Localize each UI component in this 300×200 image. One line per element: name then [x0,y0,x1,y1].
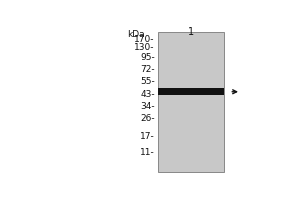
Text: 34-: 34- [140,102,155,111]
Text: 170-: 170- [134,35,155,44]
Text: 95-: 95- [140,53,155,62]
Text: 26-: 26- [140,114,155,123]
Text: 55-: 55- [140,77,155,86]
Text: 130-: 130- [134,43,155,52]
Bar [158,88,224,95]
Text: 11-: 11- [140,148,155,157]
Bar [158,32,224,172]
Text: 1: 1 [188,27,194,37]
Text: 43-: 43- [140,90,155,99]
Text: 72-: 72- [140,65,155,74]
Text: kDa: kDa [127,30,145,39]
Text: 17-: 17- [140,132,155,141]
